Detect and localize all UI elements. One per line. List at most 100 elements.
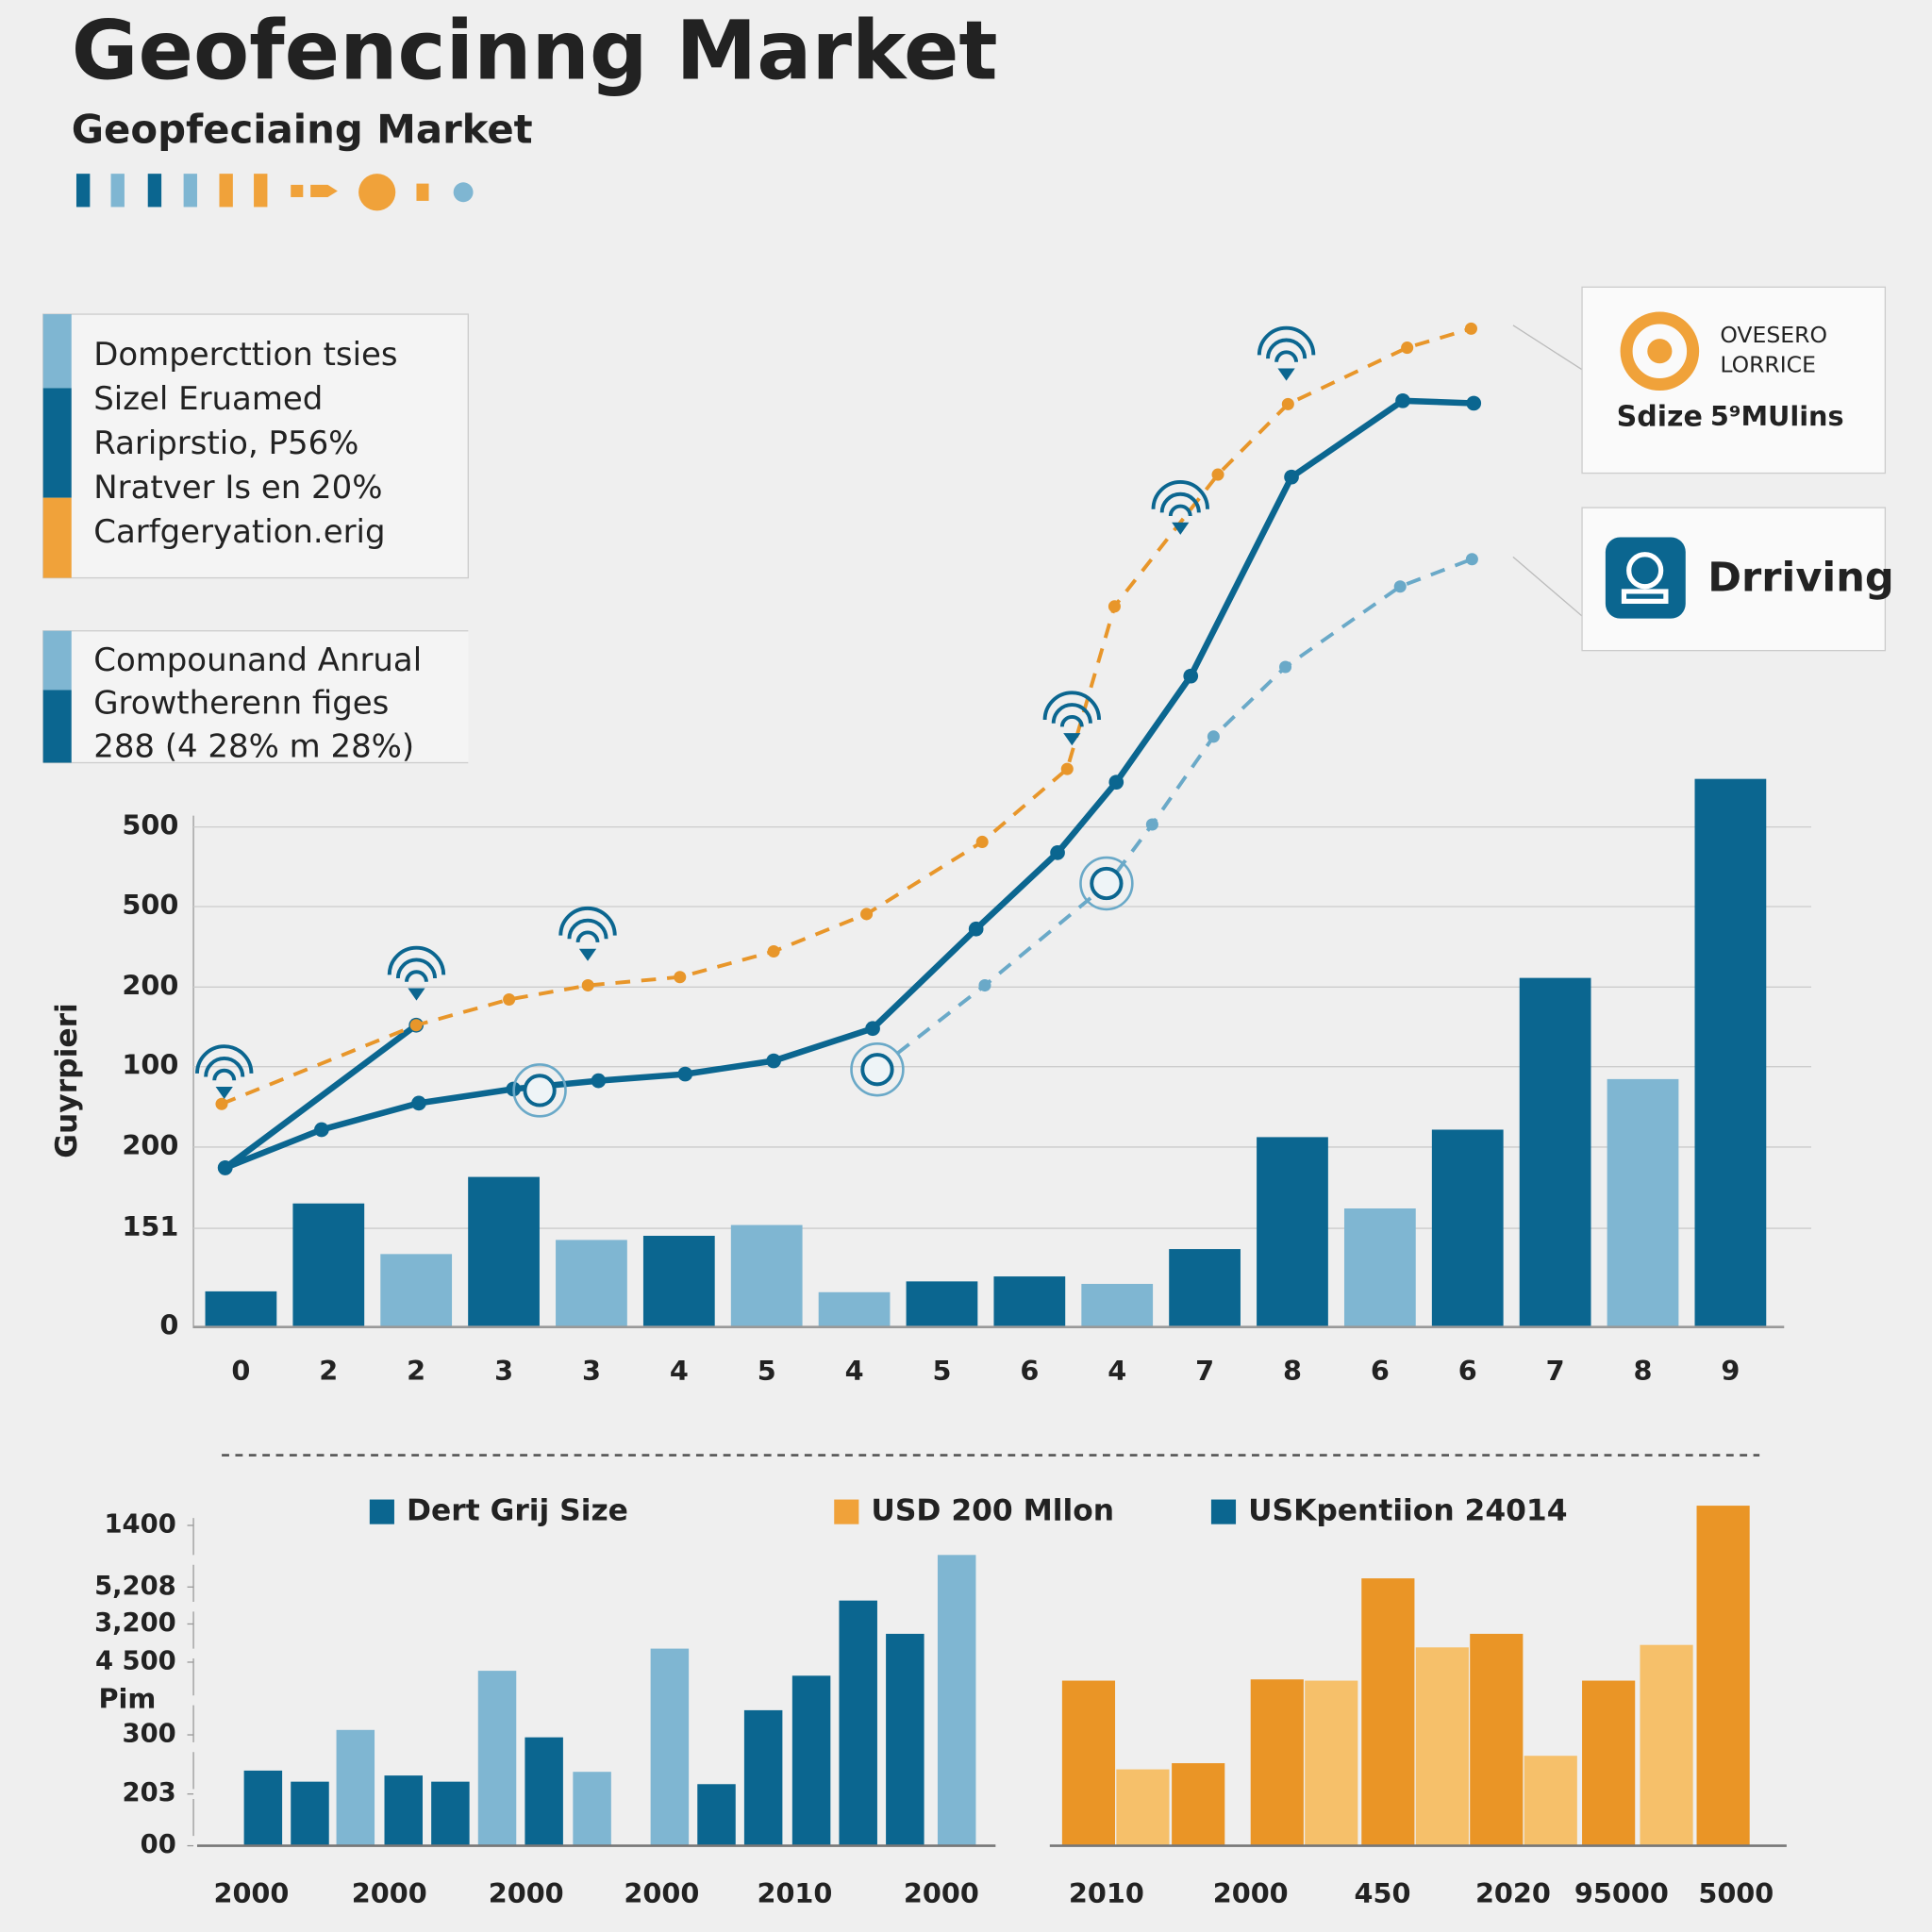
x-tick-label: 4 [670, 1355, 689, 1387]
x-tick-label: 3 [494, 1355, 513, 1387]
line-point [1211, 468, 1224, 481]
decor-row [75, 174, 474, 211]
line-point [581, 979, 594, 992]
bar [1431, 1129, 1504, 1327]
y-tick-label: 100 [122, 1049, 178, 1081]
pin-icon [1090, 866, 1124, 901]
line-point [1464, 322, 1477, 335]
line-point [1108, 774, 1124, 791]
line-point [1393, 580, 1407, 593]
y-tick-label: 203 [123, 1778, 176, 1807]
wifi-icon [1274, 350, 1298, 362]
bar [1169, 1249, 1241, 1327]
bar [573, 1772, 611, 1846]
callout-line: LORRICE [1720, 351, 1816, 377]
line-point [314, 1122, 329, 1138]
line-point [1395, 392, 1410, 408]
wifi-icon [204, 1057, 245, 1077]
x-tick-label: 0 [231, 1355, 250, 1387]
x-tick-label: 95000 [1574, 1877, 1669, 1909]
line-point [860, 908, 874, 921]
wifi-icon [215, 1087, 233, 1100]
bar [384, 1775, 423, 1846]
y-tick-label: 0 [159, 1309, 178, 1341]
callout-1 [1512, 286, 1887, 475]
bar [1172, 1763, 1225, 1846]
pin-icon [512, 1063, 567, 1118]
x-tick-label: 2020 [1475, 1877, 1551, 1909]
bar [1343, 1208, 1416, 1327]
bar [642, 1236, 715, 1327]
line-point [1050, 845, 1065, 860]
line-point [1060, 762, 1074, 775]
y-tick-label: 500 [122, 889, 178, 921]
y-tick-label: 5,208 [94, 1572, 176, 1601]
x-tick-label: 2 [319, 1355, 338, 1387]
wifi-icon [195, 1044, 254, 1074]
line-point [1279, 660, 1292, 674]
line-point [865, 1021, 880, 1037]
bar [477, 1671, 517, 1846]
wifi-icon [1151, 480, 1209, 509]
y-tick-label: 151 [122, 1210, 178, 1242]
pin-icon [523, 1074, 557, 1108]
bar [839, 1600, 877, 1846]
bar [1081, 1283, 1154, 1327]
x-tick-label: 7 [1546, 1355, 1565, 1387]
legend-swatch [834, 1499, 859, 1524]
legend-label: USD 200 Mllon [871, 1494, 1114, 1528]
bar [205, 1291, 277, 1327]
bar [1415, 1647, 1469, 1846]
bar [1582, 1680, 1636, 1846]
line-point [1183, 668, 1199, 684]
x-tick-label: 2000 [624, 1877, 699, 1909]
info-box-2 [42, 630, 469, 764]
line-point [767, 944, 780, 958]
x-tick-label: 2 [407, 1355, 425, 1387]
bar [380, 1254, 453, 1327]
bar [1470, 1633, 1524, 1846]
bar [650, 1648, 690, 1846]
line-point [1401, 341, 1414, 355]
line-point [1108, 600, 1121, 613]
legend-label: USKpentiion 24014 [1248, 1494, 1567, 1528]
x-tick-label: 2000 [352, 1877, 427, 1909]
y-tick-label: 300 [123, 1720, 176, 1749]
bar [292, 1203, 365, 1327]
line-point [411, 1095, 426, 1111]
line-series [221, 326, 1473, 1107]
bar [243, 1770, 283, 1846]
bar [1361, 1578, 1415, 1846]
line-point [409, 1019, 423, 1032]
legend-swatch [369, 1499, 394, 1524]
info-line: 288 (4 28% m 28%) [93, 727, 414, 765]
bar [743, 1709, 783, 1846]
line-point [766, 1053, 781, 1069]
line-point [1281, 397, 1294, 410]
info-line: Nratver Is en 20% [93, 469, 382, 507]
wifi-icon [567, 918, 608, 940]
line-point [591, 1073, 607, 1089]
y-tick-label: 00 [141, 1830, 176, 1859]
line-series [875, 557, 1474, 1071]
bar [906, 1281, 978, 1327]
wifi-icon [1051, 703, 1092, 724]
x-tick-label: 8 [1634, 1355, 1653, 1387]
legend-swatch [1210, 1499, 1237, 1524]
x-tick-label: 2000 [1213, 1877, 1289, 1909]
wifi-icon [1159, 491, 1201, 513]
bar [1116, 1769, 1170, 1846]
bar [1694, 778, 1767, 1327]
callout-label: Sdize [1617, 400, 1703, 433]
callout-line: OVESERO [1720, 322, 1827, 348]
info-line: Rariprstio, P56% [93, 425, 358, 462]
bar [431, 1781, 470, 1846]
line-point [975, 835, 989, 848]
line-point [1284, 469, 1299, 485]
line-point [1207, 730, 1220, 743]
bar [791, 1675, 831, 1846]
x-tick-label: 4 [1108, 1355, 1126, 1387]
bar [993, 1276, 1066, 1327]
y-tick-label: 200 [122, 1129, 178, 1161]
